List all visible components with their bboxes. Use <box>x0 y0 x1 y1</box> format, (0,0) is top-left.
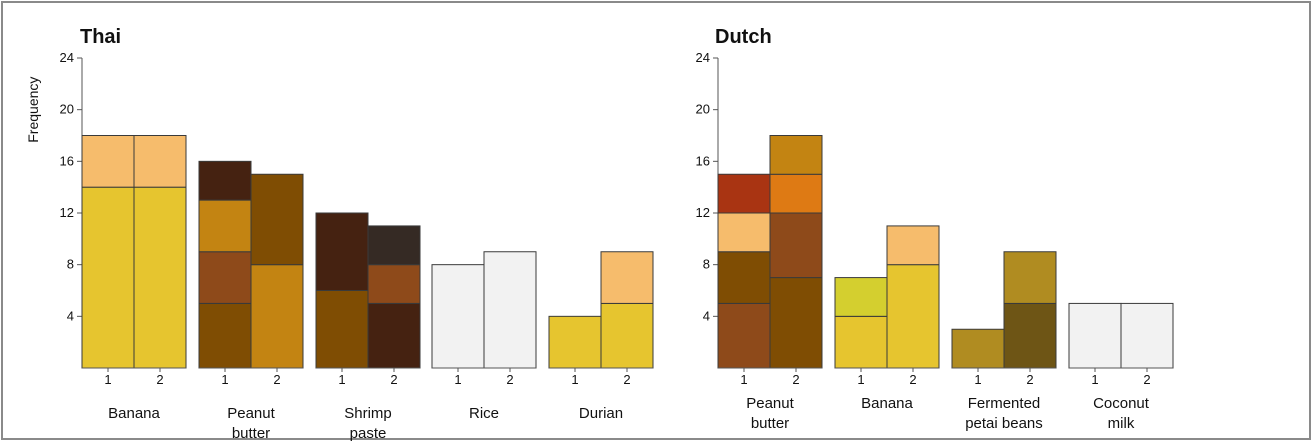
category-label: Rice <box>469 405 499 422</box>
bar-segment <box>769 212 823 279</box>
category-label: Banana <box>861 395 913 412</box>
category-label: butter <box>751 415 789 432</box>
bar-segment <box>315 212 369 291</box>
bar-segment <box>81 135 135 188</box>
x-tick-label: 2 <box>506 372 513 387</box>
bar-segment <box>886 225 940 266</box>
x-tick-label: 2 <box>1026 372 1033 387</box>
bar-segment <box>483 251 537 369</box>
x-tick-label: 2 <box>623 372 630 387</box>
category-label: paste <box>350 425 387 442</box>
y-tick-label: 16 <box>696 153 710 168</box>
bar-segment <box>717 302 771 369</box>
bar-segment <box>769 277 823 369</box>
category-label: butter <box>232 425 270 442</box>
x-tick-label: 1 <box>338 372 345 387</box>
y-tick-label: 24 <box>60 50 74 65</box>
bar-segment <box>717 251 771 304</box>
bar-segment <box>1120 302 1174 369</box>
x-tick-label: 2 <box>909 372 916 387</box>
bar-segment <box>834 315 888 369</box>
category-label: Peanut <box>227 405 275 422</box>
bar-segment <box>133 135 187 188</box>
x-tick-label: 2 <box>792 372 799 387</box>
y-tick-label: 4 <box>67 308 74 323</box>
category-label: Durian <box>579 405 623 422</box>
y-tick-label: 8 <box>703 257 710 272</box>
bar-segment <box>769 173 823 214</box>
bar-segment <box>600 251 654 304</box>
bar-segment <box>367 264 421 304</box>
bar-segment <box>198 302 252 369</box>
bar-group: 1 2 Banana <box>834 225 940 412</box>
bar-group: 1 2 Peanut butter <box>198 160 304 442</box>
category-label: Shrimp <box>344 405 392 422</box>
x-tick-label: 1 <box>221 372 228 387</box>
bar-segment <box>367 225 421 266</box>
bar-segment <box>315 290 369 369</box>
category-label: Fermented <box>968 395 1041 412</box>
x-tick-label: 2 <box>390 372 397 387</box>
x-tick-label: 2 <box>273 372 280 387</box>
y-tick-label: 16 <box>60 153 74 168</box>
category-label: milk <box>1108 415 1135 432</box>
bar-segment <box>717 212 771 253</box>
x-tick-label: 1 <box>974 372 981 387</box>
x-tick-label: 1 <box>454 372 461 387</box>
bar-segment <box>250 264 304 369</box>
x-tick-label: 1 <box>571 372 578 387</box>
bar-group: 1 2 Banana <box>81 135 187 422</box>
chart-title: Thai <box>80 26 121 48</box>
bar-segment <box>600 302 654 369</box>
bar-segment <box>133 186 187 369</box>
y-tick-label: 20 <box>60 102 74 117</box>
bar-group: 1 2 Rice <box>431 251 537 422</box>
x-tick-label: 2 <box>156 372 163 387</box>
category-label: Coconut <box>1093 395 1150 412</box>
bar-segment <box>886 264 940 369</box>
bar-group: 1 2 Fermented petai beans <box>951 251 1057 432</box>
x-tick-label: 1 <box>104 372 111 387</box>
x-tick-label: 2 <box>1143 372 1150 387</box>
category-label: Peanut <box>746 395 794 412</box>
y-tick-label: 12 <box>696 205 710 220</box>
y-tick-label: 12 <box>60 205 74 220</box>
category-label: petai beans <box>965 415 1043 432</box>
category-label: Banana <box>108 405 160 422</box>
bar-group: 1 2 Shrimp paste <box>315 212 421 442</box>
bar-group: 1 2 Durian <box>548 251 654 422</box>
y-tick-label: 8 <box>67 257 74 272</box>
x-tick-label: 1 <box>857 372 864 387</box>
bar-segment <box>951 328 1005 369</box>
bar-group: 1 2 Coconut milk <box>1068 302 1174 432</box>
bar-segment <box>250 173 304 266</box>
chart-title: Dutch <box>715 26 772 48</box>
bar-segment <box>431 264 485 369</box>
y-axis-label: Frequency <box>25 77 41 143</box>
bar-segment <box>367 302 421 369</box>
bar-segment <box>717 173 771 214</box>
bar-segment <box>548 315 602 369</box>
bar-segment <box>198 160 252 201</box>
bar-segment <box>1068 302 1122 369</box>
bar-segment <box>1003 302 1057 369</box>
x-tick-label: 1 <box>1091 372 1098 387</box>
bar-segment <box>834 277 888 317</box>
y-tick-label: 4 <box>703 308 710 323</box>
y-tick-label: 24 <box>696 50 710 65</box>
bar-group: 1 2 Peanut butter <box>717 135 823 432</box>
bar-segment <box>769 135 823 175</box>
x-tick-label: 1 <box>740 372 747 387</box>
bar-segment <box>1003 251 1057 304</box>
y-tick-label: 20 <box>696 102 710 117</box>
bar-segment <box>81 186 135 369</box>
bar-segment <box>198 199 252 253</box>
bar-segment <box>198 251 252 304</box>
